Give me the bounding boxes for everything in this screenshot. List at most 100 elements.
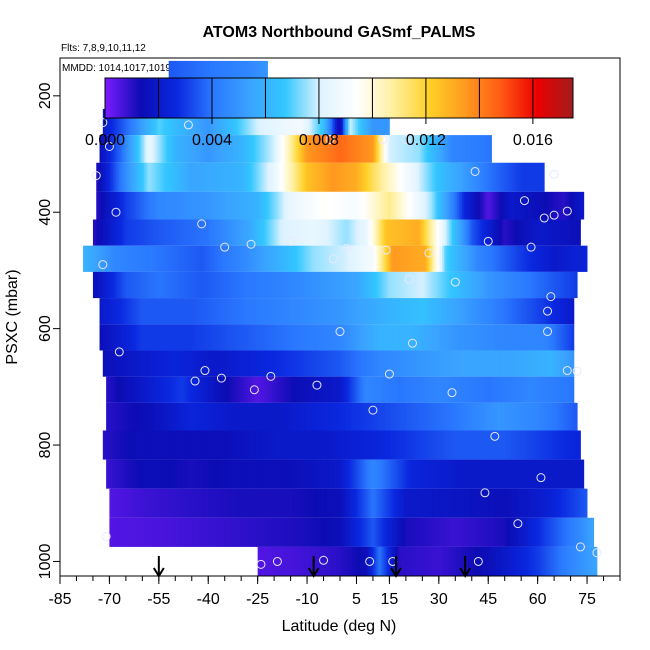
heatmap-cell <box>512 191 515 220</box>
heatmap-cell <box>168 162 171 192</box>
heatmap-cell <box>372 271 375 299</box>
heatmap-cell <box>471 271 474 299</box>
heatmap-cell <box>142 298 145 325</box>
heatmap-cell <box>425 430 428 460</box>
heatmap-cell <box>438 459 441 489</box>
heatmap-cell <box>382 350 385 377</box>
heatmap-cell <box>427 517 430 547</box>
heatmap-cell <box>300 376 303 403</box>
heatmap-cell <box>318 298 321 325</box>
heatmap-cell <box>341 459 344 489</box>
heatmap-cell <box>503 517 506 547</box>
heatmap-cell <box>206 191 209 220</box>
heatmap-cell <box>524 271 527 299</box>
sample-marker <box>104 141 114 151</box>
heatmap-cell <box>193 135 196 163</box>
heatmap-cell <box>305 546 308 576</box>
heatmap-cell <box>331 245 334 272</box>
heatmap-cell <box>237 488 240 518</box>
heatmap-cell <box>256 162 259 192</box>
heatmap-cell <box>368 219 371 246</box>
heatmap-cell <box>471 459 474 489</box>
heatmap-cell <box>547 245 550 272</box>
heatmap-cell <box>163 271 166 299</box>
heatmap-cell <box>320 219 323 246</box>
heatmap-cell <box>117 108 120 136</box>
heatmap-cell <box>473 324 476 351</box>
heatmap-cell <box>359 430 362 460</box>
heatmap-cell <box>506 271 509 299</box>
heatmap-cell <box>521 546 524 576</box>
heatmap-cell <box>493 546 496 576</box>
heatmap-cell <box>443 350 446 377</box>
heatmap-cell <box>565 191 568 220</box>
heatmap-cell <box>470 191 473 220</box>
heatmap-cell <box>284 430 287 460</box>
heatmap-cell <box>351 350 354 377</box>
heatmap-cell <box>514 245 517 272</box>
heatmap-cell <box>376 430 379 460</box>
heatmap-cell <box>384 324 387 351</box>
heatmap-cell <box>195 324 198 351</box>
heatmap-cell <box>545 546 548 576</box>
heatmap-cell <box>321 402 324 431</box>
heatmap-cell <box>195 298 198 325</box>
heatmap-cell <box>521 488 524 518</box>
heatmap-cell <box>488 135 491 163</box>
heatmap-cell <box>167 191 170 220</box>
heatmap-cell <box>208 298 211 325</box>
heatmap-cell <box>504 402 507 431</box>
heatmap-cell <box>542 191 545 220</box>
heatmap-cell <box>494 324 497 351</box>
heatmap-cell <box>287 517 290 547</box>
heatmap-cell <box>356 219 359 246</box>
heatmap-cell <box>414 191 417 220</box>
heatmap-cell <box>512 324 515 351</box>
heatmap-cell <box>111 430 114 460</box>
heatmap-cell <box>264 350 267 377</box>
heatmap-cell <box>287 219 290 246</box>
heatmap-cell <box>424 488 427 518</box>
heatmap-cell <box>147 459 150 489</box>
heatmap-cell <box>280 271 283 299</box>
heatmap-cell <box>117 271 120 299</box>
heatmap-cell <box>524 324 527 351</box>
heatmap-cell <box>442 517 445 547</box>
heatmap-cell <box>124 430 127 460</box>
heatmap-cell <box>453 402 456 431</box>
heatmap-cell <box>392 376 395 403</box>
heatmap-cell <box>275 459 278 489</box>
heatmap-cell <box>447 376 450 403</box>
heatmap-cell <box>305 324 308 351</box>
heatmap-cell <box>427 324 430 351</box>
heatmap-cell <box>466 488 469 518</box>
heatmap-cell <box>140 488 143 518</box>
heatmap-cell <box>315 376 318 403</box>
heatmap-cell <box>340 245 343 272</box>
heatmap-cell <box>191 219 194 246</box>
heatmap-cell <box>565 376 568 403</box>
heatmap-cell <box>135 298 138 325</box>
heatmap-cell <box>335 219 338 246</box>
heatmap-cell <box>265 298 268 325</box>
heatmap-cell <box>494 271 497 299</box>
heatmap-cell <box>203 135 206 163</box>
heatmap-cell <box>147 376 150 403</box>
heatmap-cell <box>246 488 249 518</box>
heatmap-cell <box>275 324 278 351</box>
heatmap-cell <box>399 350 402 377</box>
heatmap-cell <box>341 135 344 163</box>
heatmap-cell <box>447 459 450 489</box>
heatmap-cell <box>130 108 133 136</box>
heatmap-cell <box>455 245 458 272</box>
heatmap-cell <box>129 459 132 489</box>
heatmap-cell <box>371 219 374 246</box>
heatmap-cell <box>425 459 428 489</box>
heatmap-cell <box>326 271 329 299</box>
heatmap-cell <box>134 245 137 272</box>
heatmap-cell <box>344 517 347 547</box>
heatmap-cell <box>298 430 301 460</box>
heatmap-cell <box>195 488 198 518</box>
heatmap-cell <box>552 350 555 377</box>
heatmap-cell <box>165 376 168 403</box>
